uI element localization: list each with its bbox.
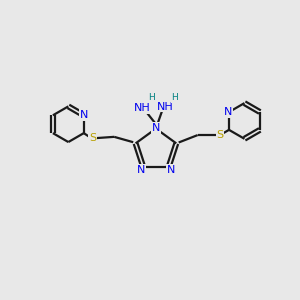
Text: NH: NH [157,102,173,112]
Text: N: N [167,165,175,175]
Text: NH: NH [134,103,150,113]
Text: N: N [224,107,232,117]
Text: N: N [137,165,145,175]
Text: N: N [152,123,160,133]
Text: S: S [216,130,224,140]
Text: H: H [148,94,155,103]
Text: N: N [80,110,88,120]
Text: H: H [171,93,178,102]
Text: S: S [89,133,96,143]
